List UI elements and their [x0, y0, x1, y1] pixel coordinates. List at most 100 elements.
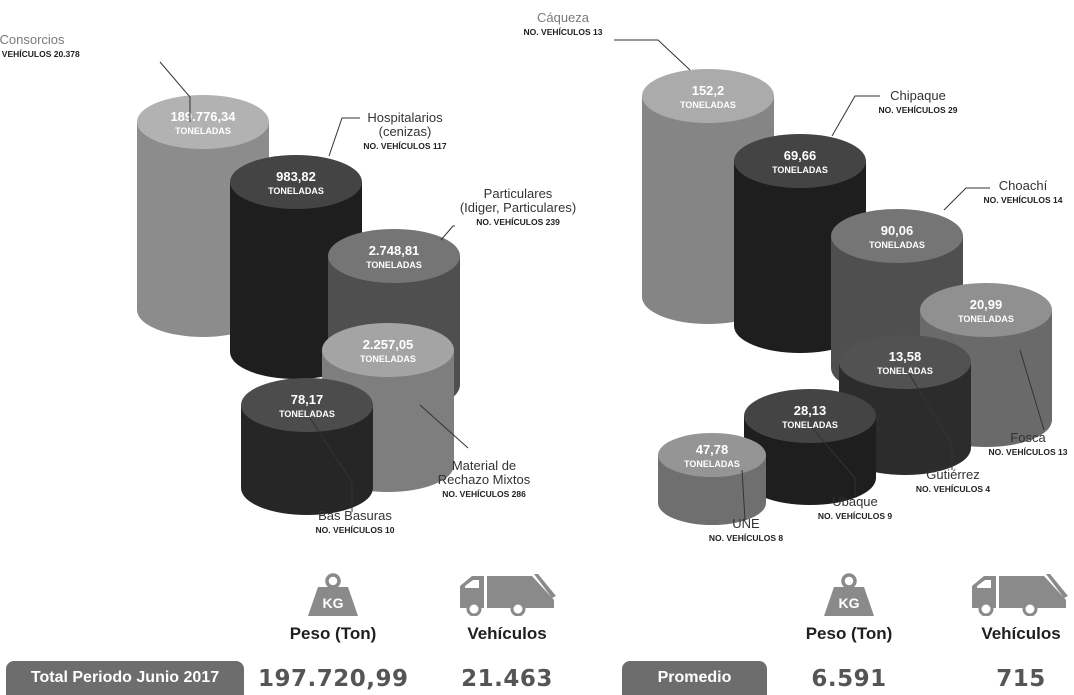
- cylinder-top: [734, 134, 866, 188]
- leader-line: [831, 95, 880, 137]
- category-label: (Idiger, Particulares): [460, 200, 576, 215]
- svg-text:KG: KG: [323, 595, 344, 611]
- bar-unit-label: TONELADAS: [877, 366, 933, 376]
- bar-unit-label: TONELADAS: [360, 354, 416, 364]
- vehicle-count-label: NO. VEHÍCULOS 286: [442, 489, 526, 499]
- vehiculos-label: Vehículos: [467, 624, 547, 643]
- category-label: Gutiérrez: [926, 467, 979, 482]
- bar-unit-label: TONELADAS: [684, 459, 740, 469]
- category-label: Consorcios: [0, 32, 65, 47]
- leader-line: [1019, 349, 1045, 431]
- bar-value-label: 13,58: [889, 349, 922, 364]
- bar-value-label: 69,66: [784, 148, 817, 163]
- category-label: Hospitalarios: [367, 110, 443, 125]
- vehicle-count-label: NO. VEHÍCULOS 20.378: [0, 49, 80, 59]
- category-label: Cáqueza: [537, 10, 590, 25]
- weight-kg-icon: KG: [824, 573, 874, 616]
- bar-value-label: 47,78: [696, 442, 729, 457]
- leader-line: [811, 427, 856, 496]
- average-vehiculos-value: 715: [996, 666, 1046, 692]
- bar-unit-label: TONELADAS: [869, 240, 925, 250]
- leader-line: [440, 225, 455, 241]
- leader-line: [328, 117, 360, 157]
- cylinder-chart-1: 189.776,34 TONELADAS Consorcios NO. VEHÍCUL…: [0, 32, 576, 535]
- bar-unit-label: TONELADAS: [279, 409, 335, 419]
- vehicle-count-label: NO. VEHÍCULOS 9: [818, 511, 892, 521]
- vehicle-count-label: NO. VEHÍCULOS 13: [524, 27, 603, 37]
- cylinder-bar: 28,13 TONELADAS Ubaque NO. VEHÍCULOS 9: [744, 389, 892, 521]
- bar-value-label: 20,99: [970, 297, 1003, 312]
- category-label: Material de: [452, 458, 516, 473]
- category-label: Particulares: [484, 186, 553, 201]
- vehicle-count-label: NO. VEHÍCULOS 239: [476, 217, 560, 227]
- cylinder-top: [744, 389, 876, 443]
- leader-line: [614, 39, 691, 71]
- garbage-truck-icon: [972, 574, 1068, 616]
- cylinder-top: [322, 323, 454, 377]
- vehicle-count-label: NO. VEHÍCULOS 4: [916, 484, 990, 494]
- category-label: UNE: [732, 516, 760, 531]
- total-peso-value: 197.720,99: [258, 666, 409, 692]
- bar-value-label: 28,13: [794, 403, 827, 418]
- leader-line: [419, 404, 469, 449]
- average-label: Promedio: [622, 661, 767, 695]
- cylinder-bar: 189.776,34 TONELADAS Consorcios NO. VEHÍCUL…: [0, 32, 269, 337]
- bar-unit-label: TONELADAS: [772, 165, 828, 175]
- svg-text:KG: KG: [839, 595, 860, 611]
- peso-label: Peso (Ton): [289, 624, 377, 643]
- bar-unit-label: TONELADAS: [175, 126, 231, 136]
- leader-line: [159, 61, 191, 122]
- cylinder-top: [230, 155, 362, 209]
- category-label: Rechazo Mixtos: [438, 472, 531, 487]
- vehiculos-label: Vehículos: [981, 624, 1061, 643]
- average-peso-value: 6.591: [811, 666, 887, 692]
- cylinder-top: [920, 283, 1052, 337]
- total-vehiculos-value: 21.463: [461, 666, 553, 692]
- garbage-truck-icon: [460, 574, 556, 616]
- total-period-label: Total Periodo Junio 2017: [6, 661, 244, 695]
- vehicle-count-label: NO. VEHÍCULOS 13: [989, 447, 1068, 457]
- leader-line: [907, 371, 953, 470]
- weight-kg-icon: KG: [308, 573, 358, 616]
- bar-value-label: 189.776,34: [170, 109, 236, 124]
- cylinder-top: [137, 95, 269, 149]
- category-label: Bas Basuras: [318, 508, 392, 523]
- cylinder-top: [642, 69, 774, 123]
- cylinder-bar: 78,17 TONELADAS Bas Basuras NO. VEHÍCULOS 1…: [241, 378, 395, 535]
- cylinder-top: [839, 335, 971, 389]
- cylinder-top: [658, 433, 766, 477]
- category-label: (cenizas): [379, 124, 432, 139]
- cylinder-top: [241, 378, 373, 432]
- cylinder-bar: 47,78 TONELADAS UNE NO. VEHÍCULOS 8: [658, 433, 783, 543]
- leader-line: [309, 417, 353, 512]
- bar-unit-label: TONELADAS: [958, 314, 1014, 324]
- bar-value-label: 2.257,05: [363, 337, 414, 352]
- leader-line: [741, 469, 746, 521]
- bar-value-label: 983,82: [276, 169, 316, 184]
- bar-value-label: 2.748,81: [369, 243, 420, 258]
- category-label: Choachí: [999, 178, 1048, 193]
- bar-value-label: 78,17: [291, 392, 324, 407]
- vehicle-count-label: NO. VEHÍCULOS 29: [879, 105, 958, 115]
- cylinder-top: [831, 209, 963, 263]
- bar-unit-label: TONELADAS: [366, 260, 422, 270]
- category-label: Chipaque: [890, 88, 946, 103]
- vehicle-count-label: NO. VEHÍCULOS 14: [984, 195, 1063, 205]
- cylinder-body: [241, 405, 373, 515]
- category-label: Fosca: [1010, 430, 1046, 445]
- vehicle-count-label: NO. VEHÍCULOS 8: [709, 533, 783, 543]
- peso-label: Peso (Ton): [805, 624, 893, 643]
- bar-unit-label: TONELADAS: [268, 186, 324, 196]
- bar-unit-label: TONELADAS: [680, 100, 736, 110]
- leader-line: [943, 187, 990, 211]
- bar-value-label: 152,2: [692, 83, 725, 98]
- vehicle-count-label: NO. VEHÍCULOS 10: [316, 525, 395, 535]
- vehicle-count-label: NO. VEHÍCULOS 117: [363, 141, 446, 151]
- cylinder-chart-2: 152,2 TONELADAS Cáqueza NO. VEHÍCULOS 13 69,…: [524, 10, 1068, 543]
- cylinder-top: [328, 229, 460, 283]
- bar-value-label: 90,06: [881, 223, 914, 238]
- category-label: Ubaque: [832, 494, 878, 509]
- bar-unit-label: TONELADAS: [782, 420, 838, 430]
